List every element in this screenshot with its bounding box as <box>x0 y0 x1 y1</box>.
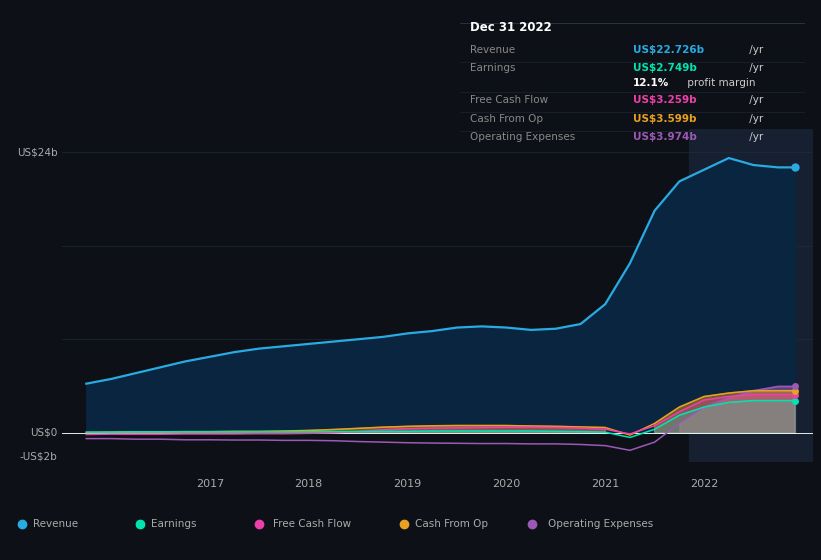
Text: profit margin: profit margin <box>684 78 756 88</box>
Text: Cash From Op: Cash From Op <box>470 114 544 124</box>
Text: US$24b: US$24b <box>17 147 57 157</box>
Text: US$3.259b: US$3.259b <box>632 95 696 105</box>
Text: /yr: /yr <box>746 114 764 124</box>
Text: Operating Expenses: Operating Expenses <box>470 132 576 142</box>
Text: 2018: 2018 <box>295 479 323 489</box>
Text: Earnings: Earnings <box>151 519 196 529</box>
Text: 2017: 2017 <box>195 479 224 489</box>
Text: Free Cash Flow: Free Cash Flow <box>470 95 548 105</box>
Text: /yr: /yr <box>746 45 764 54</box>
Text: -US$2b: -US$2b <box>20 451 57 461</box>
Text: US$22.726b: US$22.726b <box>632 45 704 54</box>
Text: Cash From Op: Cash From Op <box>415 519 488 529</box>
Text: Dec 31 2022: Dec 31 2022 <box>470 21 552 34</box>
Text: Operating Expenses: Operating Expenses <box>548 519 654 529</box>
Text: 2021: 2021 <box>591 479 619 489</box>
Text: 2019: 2019 <box>393 479 422 489</box>
Text: Earnings: Earnings <box>470 63 516 73</box>
Text: Free Cash Flow: Free Cash Flow <box>273 519 351 529</box>
Text: 2020: 2020 <box>493 479 521 489</box>
Text: /yr: /yr <box>746 95 764 105</box>
Bar <box>690 129 813 462</box>
Text: US$3.599b: US$3.599b <box>632 114 696 124</box>
Text: 2022: 2022 <box>690 479 718 489</box>
Text: 12.1%: 12.1% <box>632 78 669 88</box>
Text: US$3.974b: US$3.974b <box>632 132 696 142</box>
Text: US$2.749b: US$2.749b <box>632 63 696 73</box>
Text: /yr: /yr <box>746 132 764 142</box>
Text: Revenue: Revenue <box>33 519 78 529</box>
Text: /yr: /yr <box>746 63 764 73</box>
Text: Revenue: Revenue <box>470 45 516 54</box>
Text: US$0: US$0 <box>30 428 57 438</box>
